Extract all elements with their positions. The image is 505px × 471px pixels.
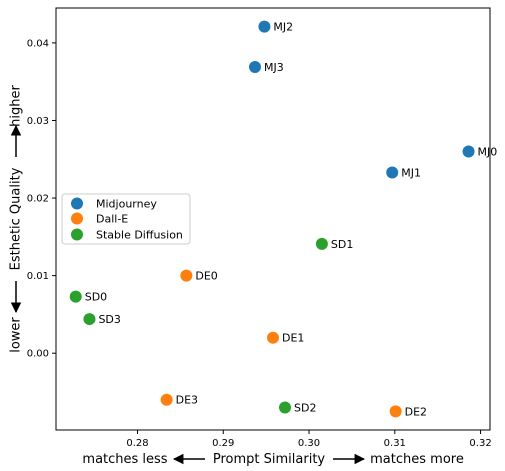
legend: Midjourney Dall-E Stable Diffusion xyxy=(61,193,191,245)
legend-label-dall-e: Dall-E xyxy=(96,213,128,226)
legend-label-midjourney: Midjourney xyxy=(96,198,157,211)
x-tick-label: 0.32 xyxy=(469,438,491,449)
data-point-sd1 xyxy=(315,237,328,250)
legend-marker-dall-e xyxy=(71,212,83,225)
y-label-center: Esthetic Quality xyxy=(9,167,24,270)
y-tick-label: 0.04 xyxy=(27,38,49,49)
data-point-sd3 xyxy=(83,313,96,326)
x-label-center: Prompt Similarity xyxy=(213,452,326,467)
x-tick-label: 0.29 xyxy=(212,438,234,449)
y-tick-label: 0.01 xyxy=(27,271,49,282)
data-point-de1 xyxy=(267,331,279,344)
data-point-label-de0: DE0 xyxy=(195,270,217,283)
x-axis-label: matches less Prompt Similarity matches m… xyxy=(82,452,463,467)
legend-label-stable-diffusion: Stable Diffusion xyxy=(96,229,183,242)
y-axis-label: lower Esthetic Quality higher xyxy=(9,85,24,353)
data-point-label-de2: DE2 xyxy=(405,405,427,418)
x-tick-label: 0.28 xyxy=(126,438,148,449)
x-tick-label: 0.30 xyxy=(298,438,320,449)
y-label-top: higher xyxy=(9,85,24,127)
data-point-label-de3: DE3 xyxy=(176,394,198,407)
y-tick-label: 0.03 xyxy=(27,116,49,127)
legend-marker-midjourney xyxy=(71,197,83,210)
data-point-de3 xyxy=(160,393,173,406)
x-label-left: matches less xyxy=(82,452,167,467)
data-point-label-mj0: MJ0 xyxy=(478,146,498,159)
y-tick-label: 0.02 xyxy=(27,194,49,205)
y-tick-label: 0.00 xyxy=(27,349,49,360)
data-point-label-sd1: SD1 xyxy=(331,238,353,251)
data-point-label-sd2: SD2 xyxy=(294,402,316,415)
data-point-mj0 xyxy=(462,145,475,158)
data-points: MJ0 MJ1 MJ2 MJ3 DE0 DE1 DE2 DE3 SD0 SD1 SD2 SD3 xyxy=(69,20,498,418)
data-point-label-mj1: MJ1 xyxy=(401,166,421,179)
data-point-label-sd0: SD0 xyxy=(85,291,107,304)
data-point-de2 xyxy=(389,405,402,418)
data-point-sd2 xyxy=(279,401,292,414)
x-tick-label: 0.31 xyxy=(384,438,406,449)
data-point-sd0 xyxy=(69,290,82,303)
data-point-mj3 xyxy=(248,60,261,73)
data-point-label-sd3: SD3 xyxy=(98,313,120,326)
data-point-de0 xyxy=(180,269,193,282)
y-label-bottom: lower xyxy=(9,317,24,353)
data-point-mj2 xyxy=(258,20,271,33)
data-point-mj1 xyxy=(386,166,399,179)
data-point-label-mj3: MJ3 xyxy=(264,61,284,74)
legend-marker-stable-diffusion xyxy=(71,228,83,241)
x-label-right: matches more xyxy=(370,452,464,467)
data-point-label-de1: DE1 xyxy=(282,332,304,345)
legend-box xyxy=(61,193,191,245)
y-axis-ticks: 0.00 0.01 0.02 0.03 0.04 xyxy=(27,38,56,360)
x-axis-ticks: 0.28 0.29 0.30 0.31 0.32 xyxy=(126,430,492,449)
data-point-label-mj2: MJ2 xyxy=(273,21,293,34)
